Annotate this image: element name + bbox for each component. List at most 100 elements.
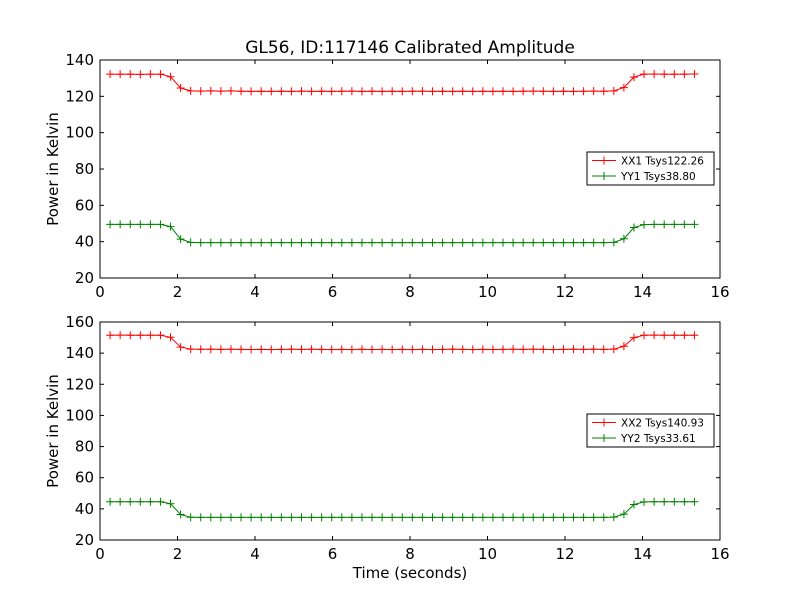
legend-label: XX2 Tsys140.93: [621, 418, 704, 430]
data-point: [428, 513, 437, 522]
x-tick-label: 0: [95, 283, 105, 301]
data-point: [267, 87, 276, 96]
data-point: [166, 222, 175, 231]
data-point: [378, 513, 387, 522]
data-point: [297, 513, 306, 522]
data-point: [680, 70, 689, 79]
data-point: [629, 223, 638, 232]
data-point: [156, 497, 165, 506]
data-point: [337, 238, 346, 247]
data-point: [589, 513, 598, 522]
data-point: [579, 345, 588, 354]
data-point: [106, 70, 115, 79]
data-point: [549, 238, 558, 247]
data-point: [196, 513, 205, 522]
data-point: [690, 220, 699, 229]
data-point: [247, 238, 256, 247]
data-point: [337, 513, 346, 522]
data-point: [478, 513, 487, 522]
data-point: [660, 220, 669, 229]
data-point: [670, 70, 679, 79]
y-tick-label: 40: [75, 233, 94, 251]
y-axis-label: Power in Kelvin: [44, 374, 62, 488]
data-point: [488, 238, 497, 247]
data-point: [559, 87, 568, 96]
data-point: [569, 87, 578, 96]
data-point: [357, 513, 366, 522]
data-point: [297, 87, 306, 96]
data-point: [408, 238, 417, 247]
x-tick-label: 16: [710, 545, 729, 563]
data-point: [156, 220, 165, 229]
data-point: [206, 345, 215, 354]
data-point: [216, 345, 225, 354]
data-point: [196, 238, 205, 247]
data-point: [327, 87, 336, 96]
data-point: [368, 513, 377, 522]
data-point: [398, 513, 407, 522]
data-point: [549, 87, 558, 96]
data-point: [670, 220, 679, 229]
data-point: [458, 513, 467, 522]
x-tick-label: 10: [478, 283, 497, 301]
data-point: [539, 87, 548, 96]
y-tick-label: 80: [75, 438, 94, 456]
data-point: [579, 513, 588, 522]
legend-box: [586, 151, 715, 186]
subplot-top: 0 2 4 6 8 10 12 14 16 20 40 60 80 100 120 140 Power in K…: [44, 51, 730, 301]
legend-marker: [600, 156, 608, 165]
data-point: [307, 513, 316, 522]
data-point: [237, 87, 246, 96]
data-point: [398, 238, 407, 247]
legend-label: YY2 Tsys33.61: [620, 433, 696, 445]
data-point: [619, 342, 628, 351]
data-point: [106, 497, 115, 506]
data-point: [619, 510, 628, 519]
data-point: [609, 238, 618, 247]
data-point: [458, 87, 467, 96]
data-point: [458, 345, 467, 354]
data-point: [156, 70, 165, 79]
data-point: [257, 345, 266, 354]
data-point: [136, 70, 145, 79]
data-point: [226, 86, 235, 95]
data-point: [287, 238, 296, 247]
data-point: [327, 238, 336, 247]
data-point: [660, 497, 669, 506]
data-point: [136, 220, 145, 229]
data-point: [448, 345, 457, 354]
data-point: [196, 87, 205, 96]
x-tick-label: 6: [328, 545, 338, 563]
data-point: [106, 220, 115, 229]
data-point: [257, 513, 266, 522]
data-point: [237, 345, 246, 354]
data-point: [629, 73, 638, 82]
data-point: [599, 87, 608, 96]
data-point: [408, 87, 417, 96]
data-point: [529, 238, 538, 247]
series-xx2: [106, 331, 699, 354]
data-point: [206, 86, 215, 95]
data-point: [680, 331, 689, 340]
data-point: [237, 238, 246, 247]
data-point: [599, 238, 608, 247]
data-point: [448, 87, 457, 96]
data-point: [539, 238, 548, 247]
data-point: [619, 234, 628, 243]
data-point: [116, 220, 125, 229]
data-point: [599, 345, 608, 354]
data-point: [277, 238, 286, 247]
x-tick-label: 14: [633, 545, 652, 563]
data-point: [468, 513, 477, 522]
data-point: [257, 87, 266, 96]
data-point: [347, 345, 356, 354]
data-point: [388, 238, 397, 247]
data-point: [660, 70, 669, 79]
data-point: [680, 220, 689, 229]
data-point: [499, 87, 507, 96]
data-point: [559, 345, 568, 354]
data-point: [196, 345, 205, 354]
x-tick-label: 4: [250, 545, 260, 563]
data-point: [629, 333, 638, 342]
